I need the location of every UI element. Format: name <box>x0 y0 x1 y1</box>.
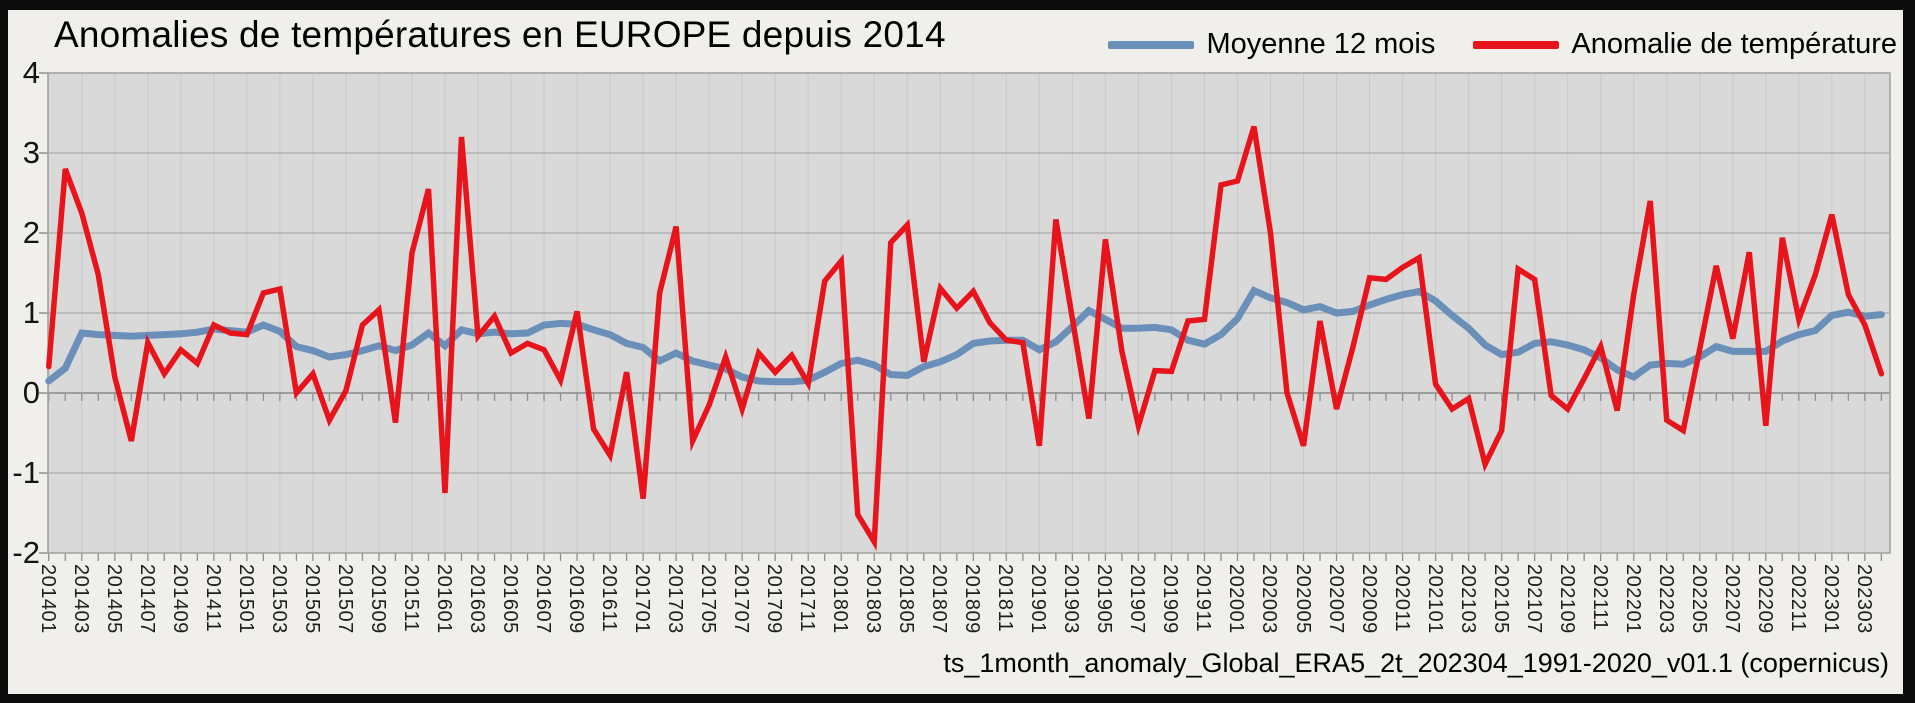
x-axis-label: 201501 <box>234 564 257 634</box>
legend-label-anomalie: Anomalie de température <box>1571 28 1897 60</box>
x-axis-label: 201805 <box>895 564 918 634</box>
x-axis-label: 202005 <box>1291 564 1314 634</box>
x-axis-ticks <box>48 553 1883 561</box>
x-axis-label: 202111 <box>1588 564 1611 631</box>
x-axis-label: 201905 <box>1093 564 1116 634</box>
chart-title: Anomalies de températures en EUROPE depu… <box>54 14 946 55</box>
x-axis-label: 202003 <box>1258 564 1281 634</box>
legend-item-anomalie: Anomalie de température <box>1473 28 1897 61</box>
x-axis-label: 202105 <box>1489 564 1512 634</box>
x-axis-label: 202203 <box>1654 564 1677 634</box>
x-axis-label: 201711 <box>796 564 819 633</box>
x-axis-label: 201601 <box>432 564 455 634</box>
chart-panel: Anomalies de températures en EUROPE depu… <box>8 10 1903 694</box>
x-axis-label: 201701 <box>631 564 654 634</box>
x-axis-label: 202007 <box>1324 564 1347 634</box>
x-axis-label: 201709 <box>763 564 786 634</box>
x-axis-label: 201503 <box>267 564 290 634</box>
x-axis-label: 202301 <box>1819 564 1842 634</box>
x-axis-label: 201509 <box>366 564 389 634</box>
x-axis-label: 201707 <box>730 564 753 634</box>
x-axis-label: 201901 <box>1027 564 1050 634</box>
x-axis-label: 201603 <box>466 564 488 634</box>
y-axis-label: -2 <box>12 535 40 570</box>
y-axis-label: -1 <box>12 455 40 490</box>
temperature-anomaly-line <box>46 125 1885 551</box>
x-axis-label: 202001 <box>1225 564 1248 634</box>
y-axis-ticks <box>39 72 48 554</box>
x-axis-label: 201809 <box>961 564 984 634</box>
x-axis-label: 201903 <box>1060 564 1083 634</box>
x-axis-label: 202303 <box>1852 564 1875 634</box>
x-axis-label: 202109 <box>1555 564 1578 634</box>
legend-swatch-moyenne-12-mois <box>1108 40 1195 49</box>
x-axis-label: 202009 <box>1357 564 1380 634</box>
x-axis-label: 201605 <box>499 564 522 634</box>
y-axis-label: 2 <box>22 215 40 250</box>
plot-area <box>39 72 1891 561</box>
x-axis-label: 201409 <box>168 564 191 634</box>
x-axis-label: 202101 <box>1423 564 1446 634</box>
x-axis-label: 201807 <box>928 564 951 634</box>
x-axis-label: 201411 <box>201 564 224 633</box>
y-axis-label: 1 <box>22 295 40 330</box>
x-axis-label: 202207 <box>1720 564 1743 634</box>
x-axis-label: 201507 <box>333 564 356 634</box>
x-axis-label: 202107 <box>1522 564 1545 634</box>
x-axis-label: 201909 <box>1159 564 1182 634</box>
plot-svg <box>39 72 1891 561</box>
x-axis-label: 202011 <box>1390 564 1413 633</box>
x-axis-label: 201609 <box>565 564 588 634</box>
y-axis-label: 4 <box>22 55 40 90</box>
chart-legend: Moyenne 12 mois Anomalie de température <box>1108 28 1897 61</box>
y-axis-label: 0 <box>22 375 40 410</box>
source-note: ts_1month_anomaly_Global_ERA5_2t_202304_… <box>943 648 1889 678</box>
plot-border <box>47 72 1891 554</box>
x-axis-label: 201911 <box>1192 564 1215 633</box>
x-axis-label: 201703 <box>664 564 687 634</box>
x-axis-label: 201907 <box>1126 564 1149 634</box>
legend-swatch-anomalie <box>1473 40 1560 49</box>
legend-item-moyenne-12-mois: Moyenne 12 mois <box>1108 28 1435 61</box>
x-axis-label: 202201 <box>1621 564 1644 634</box>
x-axis-label: 201803 <box>862 564 885 634</box>
y-axis-label: 3 <box>22 135 40 170</box>
x-axis-label: 201611 <box>598 564 621 633</box>
x-axis-label: 201511 <box>399 564 422 633</box>
x-axis-label: 202103 <box>1456 564 1479 634</box>
x-axis-label: 201407 <box>135 564 158 634</box>
x-axis-label: 201401 <box>36 564 59 634</box>
legend-label-moyenne-12-mois: Moyenne 12 mois <box>1206 28 1436 60</box>
x-axis-label: 202205 <box>1687 564 1710 634</box>
x-axis-label: 201607 <box>532 564 555 634</box>
x-axis-label: 201405 <box>102 564 125 634</box>
x-axis-label: 201811 <box>994 564 1017 633</box>
x-axis-label: 201403 <box>69 564 92 634</box>
x-axis-label: 202209 <box>1753 564 1776 634</box>
x-axis-label: 201505 <box>300 564 323 634</box>
x-axis-label: 202211 <box>1786 564 1809 633</box>
x-axis-label: 201801 <box>829 564 852 634</box>
x-axis-label: 201705 <box>697 564 720 634</box>
